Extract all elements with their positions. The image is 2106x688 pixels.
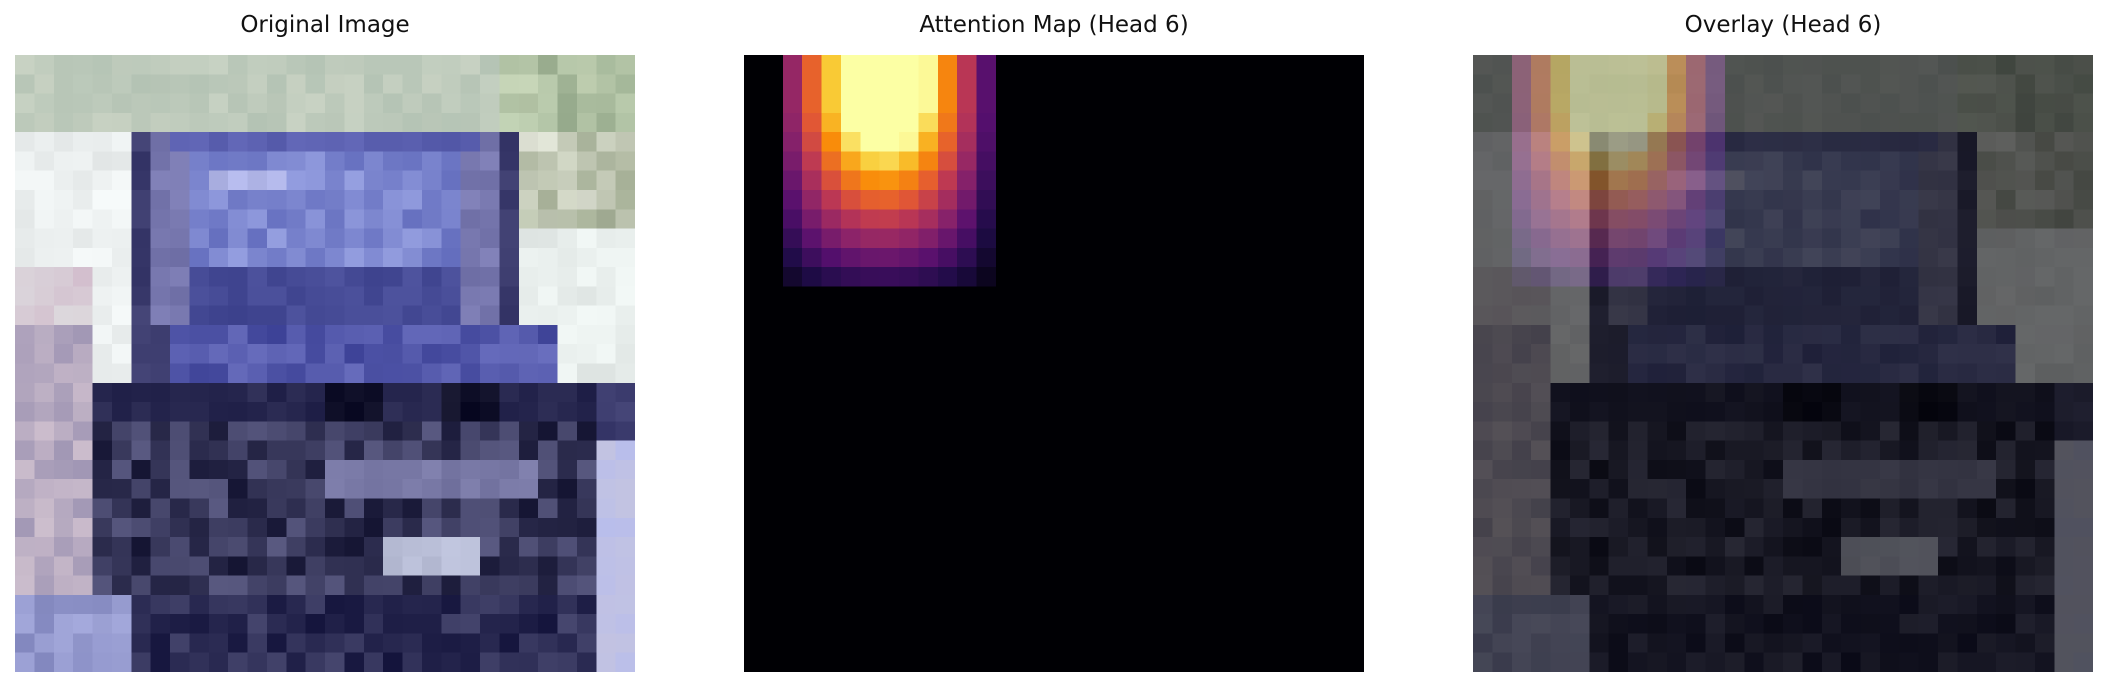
overlay-panel: Overlay (Head 6) (1473, 0, 2093, 688)
original-image (15, 55, 635, 672)
attention-map-panel: Attention Map (Head 6) (744, 0, 1364, 688)
attention-map-title: Attention Map (Head 6) (919, 12, 1189, 38)
original-image-panel: Original Image (15, 0, 635, 688)
overlay-image (1473, 55, 2093, 672)
attention-map-image (744, 55, 1364, 672)
overlay-title: Overlay (Head 6) (1684, 12, 1882, 38)
original-image-title: Original Image (240, 12, 410, 38)
